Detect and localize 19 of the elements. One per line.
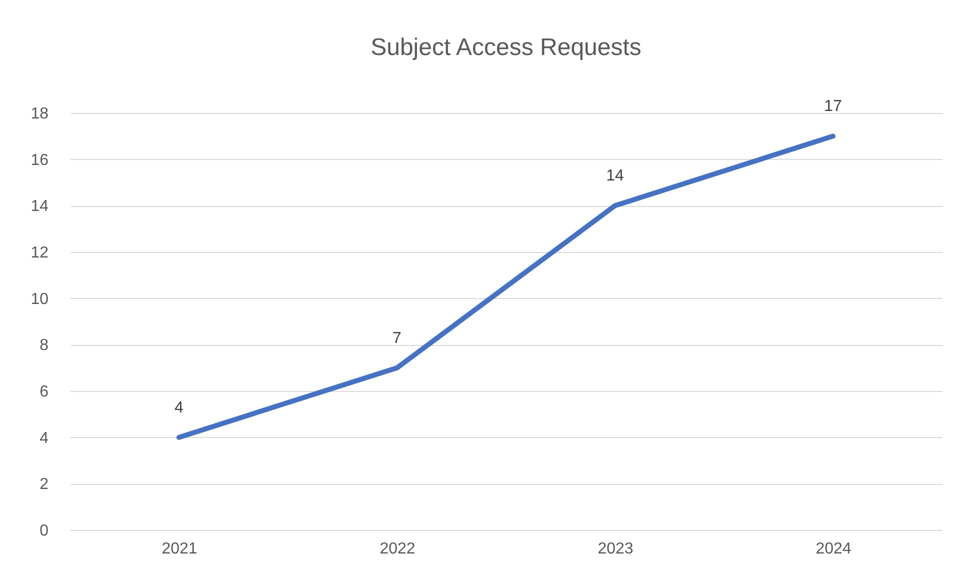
x-tick-label: 2022 — [380, 540, 416, 558]
y-tick-label: 6 — [40, 384, 49, 400]
x-tick-label: 2023 — [598, 540, 634, 558]
y-tick-label: 0 — [40, 522, 49, 540]
y-tick-label: 8 — [40, 337, 49, 354]
y-tick-label: 14 — [30, 198, 49, 216]
y-tick-label: 18 — [30, 106, 49, 122]
chart-title: Subject Access Requests — [370, 34, 642, 62]
y-tick-label: 12 — [30, 244, 49, 262]
y-tick-label: 16 — [30, 152, 49, 169]
x-tick-label: 2024 — [816, 540, 852, 558]
data-label: 14 — [606, 168, 624, 185]
y-tick-label: 10 — [30, 290, 49, 308]
y-tick-label: 2 — [40, 476, 49, 494]
data-label: 17 — [824, 98, 842, 116]
data-label: 7 — [392, 330, 402, 347]
data-label: 4 — [174, 399, 184, 416]
x-tick-label: 2021 — [162, 540, 198, 558]
y-tick-label: 4 — [40, 430, 49, 447]
